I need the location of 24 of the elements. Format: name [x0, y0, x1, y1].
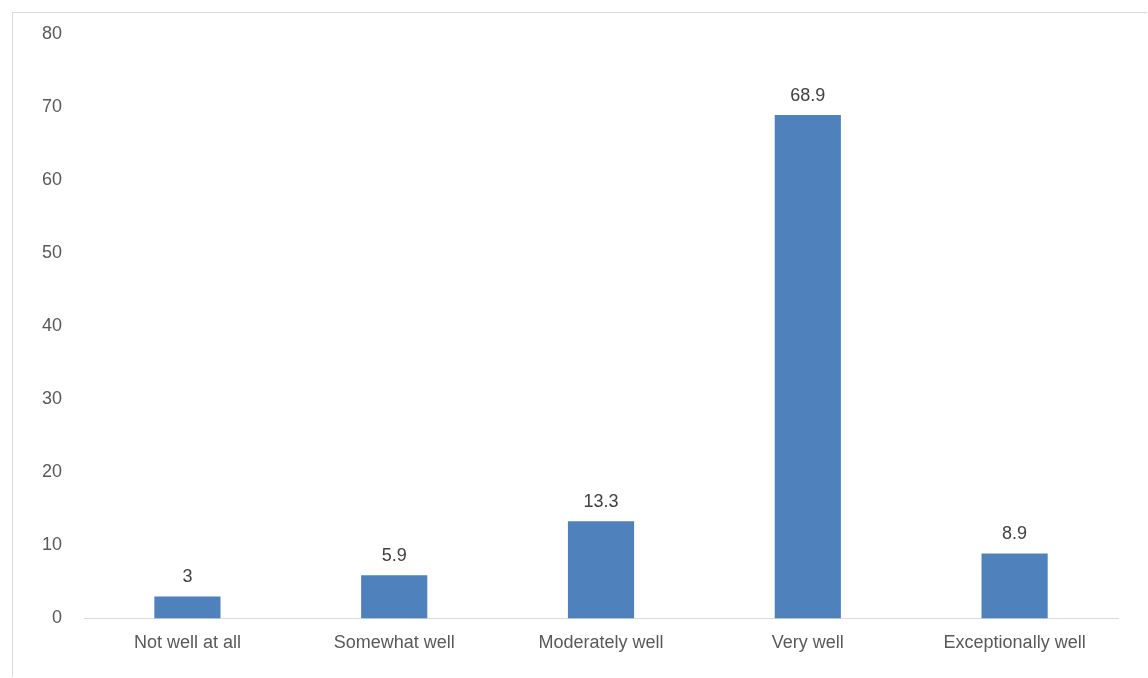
bar [981, 553, 1048, 619]
y-tick-label: 60 [41, 169, 63, 190]
x-tick-label: Exceptionally well [943, 632, 1086, 653]
bar [361, 575, 428, 619]
bar [567, 521, 635, 619]
x-tick-label: Moderately well [538, 632, 664, 653]
y-tick-label: 10 [41, 534, 63, 555]
data-label: 3 [182, 566, 193, 587]
y-tick-label: 20 [41, 461, 63, 482]
x-tick-label: Very well [771, 632, 844, 653]
y-tick-label: 70 [41, 96, 63, 117]
y-tick-label: 80 [41, 22, 63, 43]
data-label: 5.9 [381, 545, 407, 566]
data-label: 8.9 [1002, 523, 1028, 544]
y-tick-label: 30 [41, 388, 63, 409]
x-tick-label: Not well at all [133, 632, 241, 653]
y-tick-label: 40 [41, 315, 63, 336]
x-tick-label: Somewhat well [333, 632, 455, 653]
bar [774, 115, 841, 619]
y-tick-label: 50 [41, 242, 63, 263]
y-tick-label: 0 [52, 607, 63, 628]
bar [154, 596, 221, 619]
data-label: 68.9 [790, 85, 826, 106]
data-label: 13.3 [583, 491, 619, 512]
